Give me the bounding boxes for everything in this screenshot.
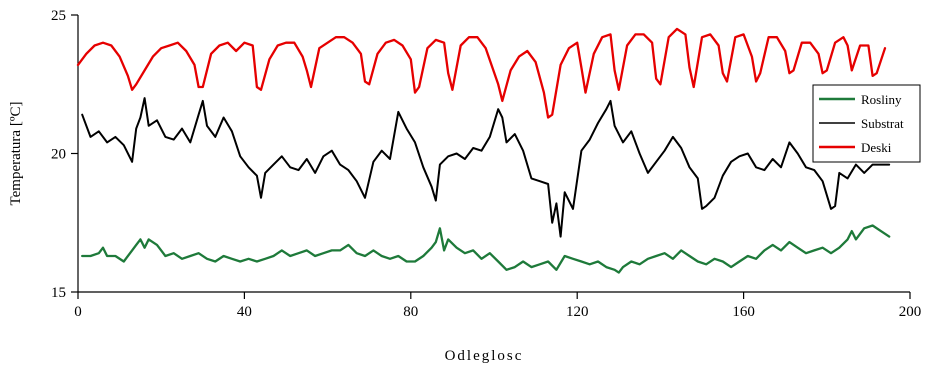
series-group bbox=[76, 27, 891, 274]
legend-label: Rosliny bbox=[861, 92, 902, 107]
y-axis-label: Temperatura [ºC] bbox=[8, 102, 24, 206]
x-tick-label: 80 bbox=[403, 304, 418, 320]
series-line-substrat bbox=[81, 97, 891, 238]
series-line-rosliny bbox=[81, 224, 891, 274]
x-tick-label: 40 bbox=[237, 304, 252, 320]
y-tick-label: 20 bbox=[51, 147, 66, 163]
x-tick-label: 200 bbox=[899, 304, 922, 320]
y-tick-label: 25 bbox=[51, 8, 66, 24]
x-tick-label: 0 bbox=[74, 304, 82, 320]
axes: 15 20 25 0 40 80 120 160 200 bbox=[51, 8, 921, 320]
x-tick-label: 160 bbox=[732, 304, 755, 320]
x-tick-label: 120 bbox=[566, 304, 589, 320]
series-line-deski bbox=[76, 27, 887, 119]
legend-label: Deski bbox=[861, 140, 892, 155]
x-axis-label: Odleglosc bbox=[445, 348, 524, 364]
y-tick-label: 15 bbox=[51, 285, 66, 301]
legend-label: Substrat bbox=[861, 116, 904, 131]
legend: Rosliny Substrat Deski bbox=[812, 84, 921, 163]
